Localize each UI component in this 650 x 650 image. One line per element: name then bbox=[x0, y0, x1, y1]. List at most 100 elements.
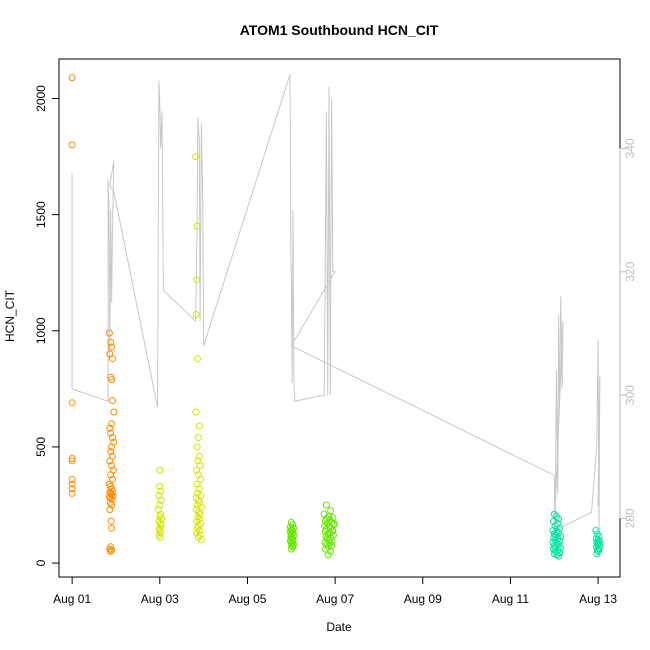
bottom-axis: Aug 01 Aug 03 Aug 05 Aug 07 Aug 09 Aug 11 Aug … bbox=[53, 576, 617, 606]
data-point-series-2 bbox=[196, 462, 204, 469]
data-point-series-1 bbox=[108, 546, 116, 554]
y-tick-label: 0 bbox=[34, 559, 48, 566]
data-point-series-4 bbox=[552, 531, 560, 539]
data-point-series-3 bbox=[324, 551, 332, 559]
x-tick-label: Aug 09 bbox=[404, 592, 442, 606]
data-point-series-1 bbox=[68, 480, 76, 488]
data-point-series-3 bbox=[322, 541, 330, 548]
data-point-series-2 bbox=[194, 501, 201, 509]
data-point-series-3 bbox=[328, 537, 336, 545]
data-point-series-1 bbox=[68, 399, 76, 407]
data-point-series-2 bbox=[196, 510, 204, 518]
data-point-series-1 bbox=[108, 376, 116, 384]
data-point-series-2 bbox=[193, 506, 201, 514]
data-point-series-2 bbox=[195, 422, 203, 430]
data-point-series-3 bbox=[287, 545, 295, 553]
data-point-series-1 bbox=[109, 397, 116, 404]
data-point-series-1 bbox=[68, 485, 76, 493]
right-tick-label: 340 bbox=[623, 138, 637, 158]
data-point-series-1 bbox=[108, 343, 116, 351]
x-tick-label: Aug 11 bbox=[492, 592, 529, 606]
data-point-series-1 bbox=[106, 547, 114, 555]
data-point-series-1 bbox=[108, 501, 116, 509]
data-point-series-1 bbox=[106, 506, 114, 514]
data-point-series-2 bbox=[193, 529, 201, 537]
data-point-series-2 bbox=[194, 355, 201, 363]
data-point-series-2 bbox=[197, 475, 205, 483]
data-point-series-1 bbox=[108, 524, 116, 532]
data-point-series-2 bbox=[194, 489, 201, 497]
data-point-series-2 bbox=[193, 466, 201, 474]
data-point-series-4 bbox=[555, 552, 563, 560]
line-series-path bbox=[71, 74, 601, 544]
y-tick-label: 2000 bbox=[34, 85, 48, 112]
data-point-series-2 bbox=[193, 222, 201, 230]
right-tick-label: 300 bbox=[623, 385, 637, 405]
data-point-series-1 bbox=[109, 475, 116, 483]
chart-title: ATOM1 Southbound HCN_CIT bbox=[240, 22, 439, 38]
data-point-series-2 bbox=[192, 408, 200, 416]
data-point-series-2 bbox=[156, 501, 164, 509]
data-point-series-1 bbox=[68, 74, 76, 82]
data-point-series-2 bbox=[192, 311, 200, 318]
data-point-series-1 bbox=[107, 494, 115, 502]
data-point-series-1 bbox=[110, 408, 118, 416]
data-point-series-1 bbox=[108, 443, 116, 451]
line-series-layer bbox=[71, 74, 601, 544]
data-point-series-2 bbox=[157, 487, 165, 495]
right-tick-label: 320 bbox=[623, 261, 637, 281]
data-point-series-1 bbox=[107, 338, 115, 346]
data-point-series-2 bbox=[157, 496, 165, 504]
data-point-series-1 bbox=[107, 517, 115, 525]
data-point-series-2 bbox=[156, 534, 164, 541]
data-point-series-2 bbox=[193, 443, 201, 451]
data-point-series-2 bbox=[192, 153, 200, 161]
plot-frame bbox=[58, 58, 621, 578]
data-point-series-2 bbox=[156, 482, 164, 490]
data-point-series-4 bbox=[593, 550, 601, 558]
data-point-series-1 bbox=[109, 434, 116, 442]
data-point-series-2 bbox=[194, 524, 201, 532]
data-point-series-2 bbox=[195, 452, 203, 460]
data-point-series-4 bbox=[550, 510, 558, 518]
y-axis-label: HCN_CIT bbox=[3, 289, 17, 342]
data-point-series-4 bbox=[592, 527, 600, 534]
data-point-series-2 bbox=[196, 499, 204, 507]
data-point-series-3 bbox=[327, 507, 335, 515]
data-point-series-2 bbox=[193, 276, 201, 284]
data-point-series-2 bbox=[195, 485, 203, 493]
data-point-series-1 bbox=[109, 355, 116, 363]
x-tick-label: Aug 01 bbox=[53, 592, 91, 606]
x-tick-label: Aug 13 bbox=[579, 592, 617, 606]
data-point-series-2 bbox=[156, 466, 164, 474]
data-point-series-1 bbox=[107, 471, 115, 479]
data-point-series-2 bbox=[192, 494, 200, 502]
data-point-series-1 bbox=[106, 457, 114, 465]
data-point-series-1 bbox=[68, 457, 76, 465]
right-axis: 280 300 320 340 bbox=[619, 138, 637, 528]
data-point-series-4 bbox=[549, 527, 557, 534]
data-point-series-1 bbox=[107, 429, 115, 437]
right-tick-label: 280 bbox=[623, 508, 637, 528]
data-point-series-1 bbox=[68, 489, 76, 497]
x-tick-label: Aug 07 bbox=[316, 592, 354, 606]
y-tick-label: 1500 bbox=[34, 201, 48, 228]
x-axis-label: Date bbox=[326, 620, 352, 634]
data-point-series-1 bbox=[68, 455, 76, 462]
data-point-series-4 bbox=[593, 546, 601, 554]
data-point-series-2 bbox=[193, 517, 201, 525]
data-point-series-1 bbox=[109, 492, 117, 500]
y-tick-label: 500 bbox=[34, 437, 48, 457]
points-layer bbox=[68, 74, 604, 560]
data-point-series-2 bbox=[194, 434, 202, 442]
data-point-series-1 bbox=[108, 462, 116, 469]
x-tick-label: Aug 05 bbox=[228, 592, 266, 606]
data-point-series-1 bbox=[105, 329, 113, 337]
data-point-series-1 bbox=[68, 475, 76, 483]
x-tick-label: Aug 03 bbox=[141, 592, 179, 606]
data-point-series-1 bbox=[68, 141, 76, 149]
data-point-series-4 bbox=[553, 551, 561, 559]
left-axis: 0 500 1000 1500 2000 bbox=[34, 85, 60, 566]
